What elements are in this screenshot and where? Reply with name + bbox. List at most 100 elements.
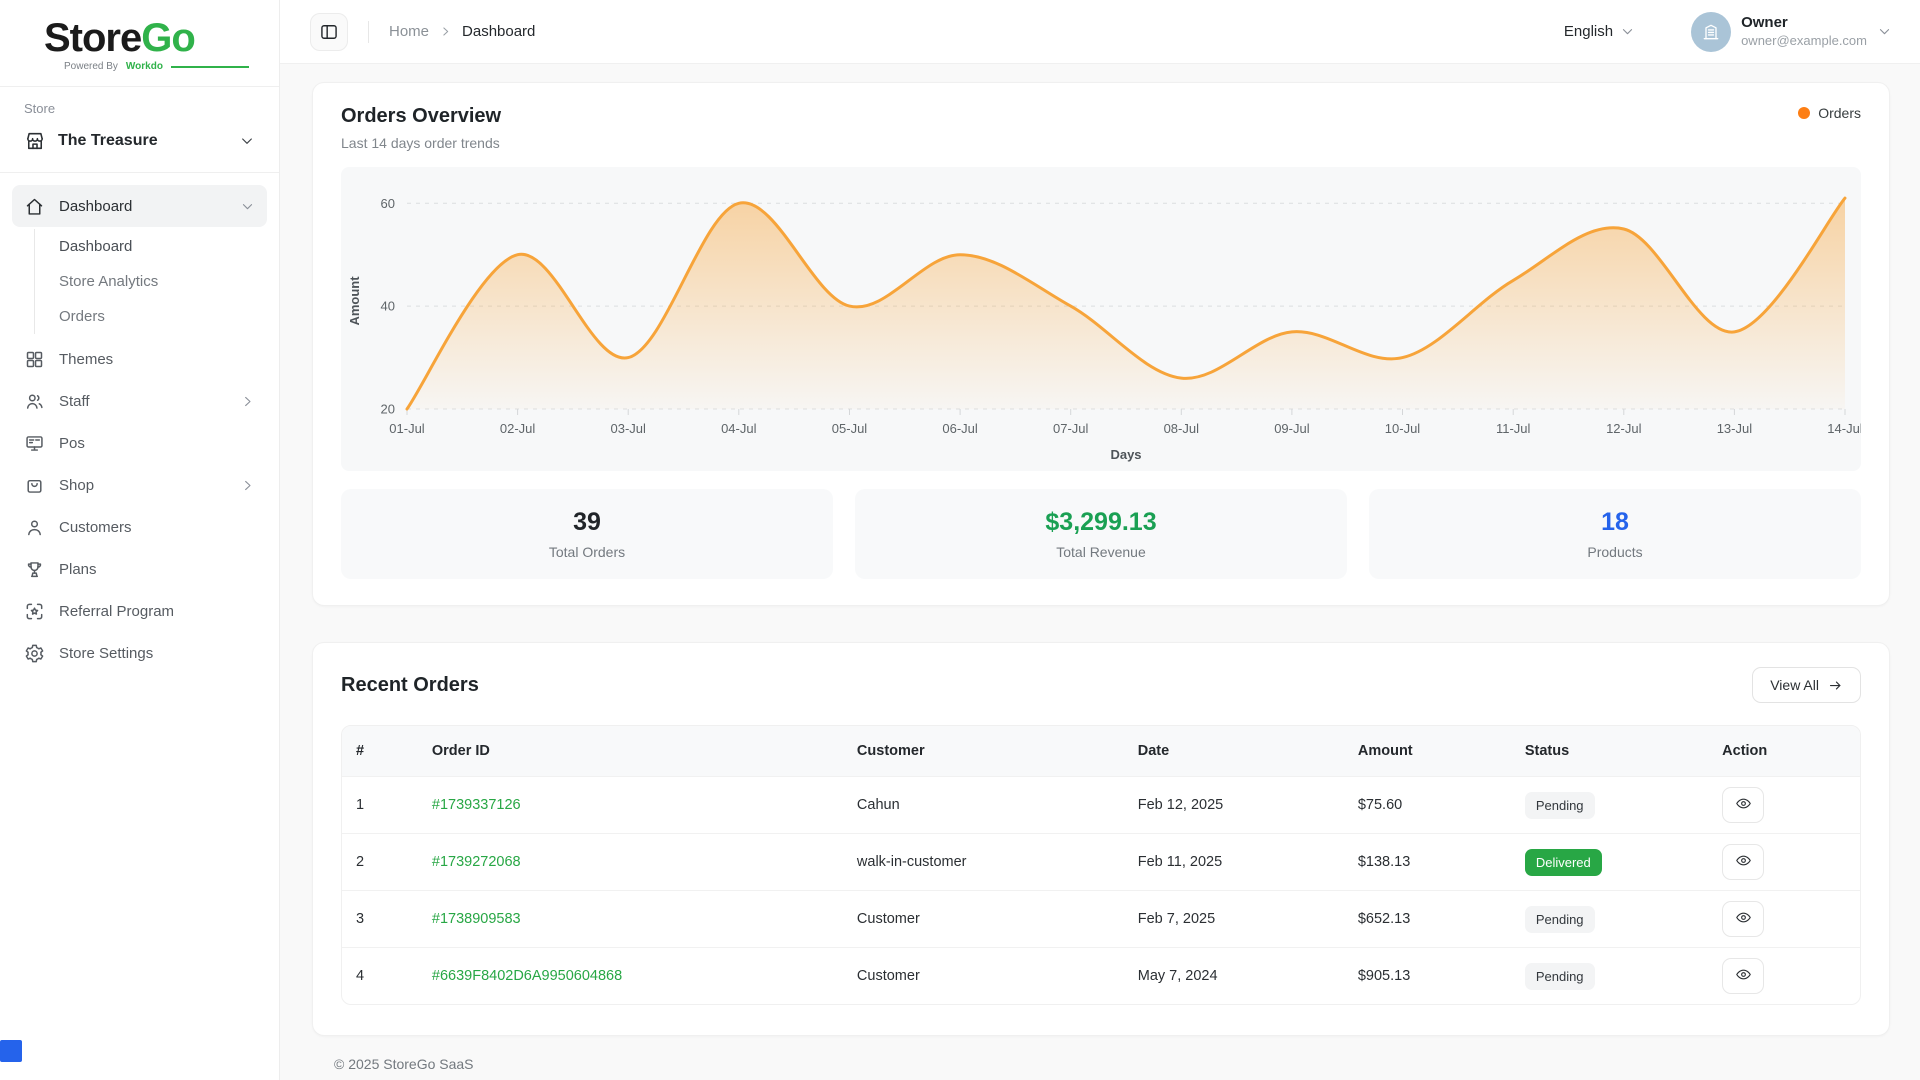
x-tick-label: 09-Jul	[1274, 421, 1310, 436]
stat-card-total-revenue: $3,299.13Total Revenue	[855, 489, 1347, 579]
order-customer: Customer	[843, 890, 1124, 947]
sidebar-subitem-orders[interactable]: Orders	[35, 299, 267, 334]
view-order-button[interactable]	[1722, 844, 1764, 880]
col-date: Date	[1124, 726, 1344, 776]
sidebar: StoreGo Powered By Workdo Store The Trea…	[0, 0, 280, 1080]
x-tick-label: 02-Jul	[500, 421, 536, 436]
order-id-link[interactable]: #6639F8402D6A9950604868	[432, 968, 622, 984]
breadcrumb-home[interactable]: Home	[389, 23, 429, 40]
y-tick-label: 60	[381, 196, 395, 211]
col-order-id: Order ID	[418, 726, 843, 776]
sidebar-item-customers[interactable]: Customers	[12, 506, 267, 548]
col-action: Action	[1708, 726, 1860, 776]
eye-icon	[1735, 966, 1752, 986]
col-num: #	[342, 726, 418, 776]
breadcrumb-current: Dashboard	[462, 23, 535, 40]
legend-dot-icon	[1798, 107, 1810, 119]
topbar-divider	[368, 21, 369, 43]
status-badge: Pending	[1525, 792, 1595, 819]
brand-tagline: Powered By Workdo	[44, 61, 255, 72]
language-selector[interactable]: English	[1564, 23, 1635, 40]
col-amount: Amount	[1344, 726, 1511, 776]
sidebar-item-referral-program[interactable]: Referral Program	[12, 590, 267, 632]
view-order-button[interactable]	[1722, 787, 1764, 823]
order-amount: $652.13	[1344, 890, 1511, 947]
order-date: May 7, 2024	[1124, 947, 1344, 1004]
arrow-right-icon	[1828, 678, 1843, 693]
recent-orders-title: Recent Orders	[341, 674, 479, 697]
sidebar-item-shop[interactable]: Shop	[12, 464, 267, 506]
table-row: 3#1738909583CustomerFeb 7, 2025$652.13Pe…	[342, 890, 1860, 947]
table-row: 2#1739272068walk-in-customerFeb 11, 2025…	[342, 833, 1860, 890]
avatar	[1691, 12, 1731, 52]
x-tick-label: 06-Jul	[942, 421, 978, 436]
shop-icon	[24, 475, 45, 496]
store-selector[interactable]: The Treasure	[24, 130, 255, 168]
status-badge: Pending	[1525, 963, 1595, 990]
sidebar-menu: DashboardDashboardStore AnalyticsOrdersT…	[0, 173, 279, 674]
x-tick-label: 05-Jul	[832, 421, 868, 436]
chevron-right-icon	[240, 478, 255, 493]
status-badge: Pending	[1525, 906, 1595, 933]
order-id-link[interactable]: #1739272068	[432, 854, 521, 870]
x-tick-label: 14-Jul	[1827, 421, 1861, 436]
y-axis-title: Amount	[347, 276, 362, 326]
x-tick-label: 12-Jul	[1606, 421, 1642, 436]
chevron-right-icon	[240, 394, 255, 409]
orders-trend-chart: 20406001-Jul02-Jul03-Jul04-Jul05-Jul06-J…	[341, 167, 1861, 471]
sidebar-item-pos[interactable]: Pos	[12, 422, 267, 464]
brand-logo[interactable]: StoreGo Powered By Workdo	[0, 0, 279, 86]
sidebar-subitem-dashboard[interactable]: Dashboard	[35, 229, 267, 264]
x-tick-label: 01-Jul	[389, 421, 425, 436]
chart-legend-orders[interactable]: Orders	[1798, 105, 1861, 121]
x-tick-label: 10-Jul	[1385, 421, 1421, 436]
x-axis-title: Days	[1110, 447, 1141, 462]
x-tick-label: 03-Jul	[610, 421, 646, 436]
eye-icon	[1735, 852, 1752, 872]
topbar: Home Dashboard English Owner owner@examp…	[280, 0, 1920, 64]
status-badge: Delivered	[1525, 849, 1602, 876]
sidebar-submenu: DashboardStore AnalyticsOrders	[34, 229, 267, 334]
chevron-down-icon	[240, 199, 255, 214]
sidebar-item-themes[interactable]: Themes	[12, 338, 267, 380]
table-row: 4#6639F8402D6A9950604868CustomerMay 7, 2…	[342, 947, 1860, 1004]
chevron-down-icon	[239, 133, 255, 149]
x-tick-label: 13-Jul	[1717, 421, 1753, 436]
grid-icon	[24, 349, 45, 370]
floating-widget-button[interactable]	[0, 1040, 22, 1062]
order-id-link[interactable]: #1739337126	[432, 797, 521, 813]
store-name: The Treasure	[58, 132, 227, 150]
orders-overview-card: Orders Overview Last 14 days order trend…	[312, 82, 1890, 606]
sidebar-toggle-button[interactable]	[310, 13, 348, 51]
x-tick-label: 04-Jul	[721, 421, 757, 436]
trophy-icon	[24, 559, 45, 580]
order-number: 3	[342, 890, 418, 947]
sidebar-item-store-settings[interactable]: Store Settings	[12, 632, 267, 674]
eye-icon	[1735, 909, 1752, 929]
view-order-button[interactable]	[1722, 958, 1764, 994]
col-customer: Customer	[843, 726, 1124, 776]
sidebar-item-plans[interactable]: Plans	[12, 548, 267, 590]
breadcrumb: Home Dashboard	[389, 23, 535, 40]
order-amount: $138.13	[1344, 833, 1511, 890]
sidebar-item-staff[interactable]: Staff	[12, 380, 267, 422]
stat-card-products: 18Products	[1369, 489, 1861, 579]
chevron-down-icon	[1620, 24, 1635, 39]
order-number: 2	[342, 833, 418, 890]
order-amount: $905.13	[1344, 947, 1511, 1004]
gear-icon	[24, 643, 45, 664]
table-row: 1#1739337126CahunFeb 12, 2025$75.60Pendi…	[342, 776, 1860, 833]
recent-orders-card: Recent Orders View All # Order ID Custom…	[312, 642, 1890, 1036]
x-tick-label: 08-Jul	[1164, 421, 1200, 436]
view-all-button[interactable]: View All	[1752, 667, 1861, 703]
user-menu[interactable]: Owner owner@example.com	[1691, 12, 1892, 52]
sidebar-subitem-store-analytics[interactable]: Store Analytics	[35, 264, 267, 299]
sidebar-item-dashboard[interactable]: Dashboard	[12, 185, 267, 227]
storefront-icon	[24, 130, 46, 152]
x-tick-label: 11-Jul	[1496, 421, 1531, 436]
order-id-link[interactable]: #1738909583	[432, 911, 521, 927]
view-order-button[interactable]	[1722, 901, 1764, 937]
user-name: Owner	[1741, 14, 1867, 33]
app-root: StoreGo Powered By Workdo Store The Trea…	[0, 0, 1920, 1080]
chevron-down-icon	[1877, 24, 1892, 39]
